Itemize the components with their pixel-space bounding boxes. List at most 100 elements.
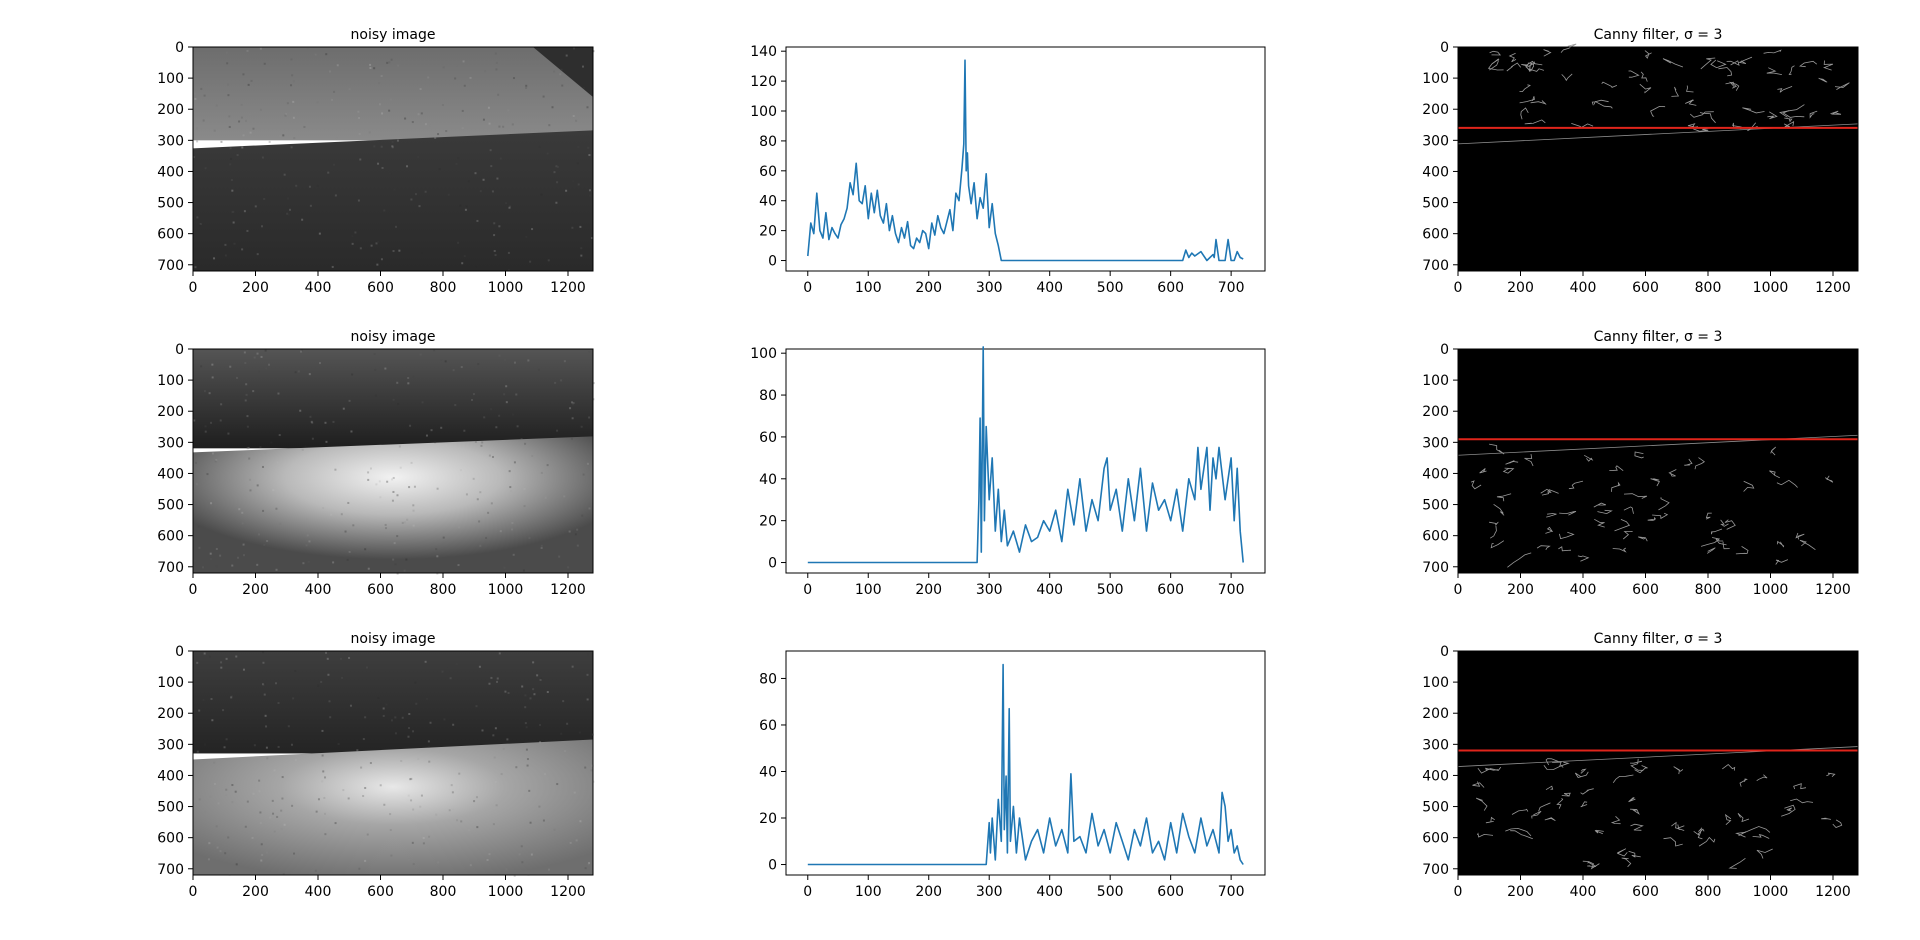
panel-1-1: 0 200 400 600 800 1000 1200 0 100 200 300 400 500 600… xyxy=(157,27,595,296)
panel-1-1-ytick-label: 400 xyxy=(157,164,184,180)
panel-1-1-xtick-label: 1200 xyxy=(550,280,586,296)
panel-3-2-xtick-label: 500 xyxy=(1097,884,1124,900)
panel-2-3-ytick-label: 600 xyxy=(1422,529,1449,545)
panel-2-2-series-line xyxy=(807,346,1244,564)
panel-1-3-xtick-label: 800 xyxy=(1695,280,1722,296)
panel-1-2-xtick-label: 400 xyxy=(1036,280,1063,296)
panel-1-3-xtick-label: 600 xyxy=(1632,280,1659,296)
panel-2-1-ytick-label: 500 xyxy=(157,498,184,514)
panel-2-1-xtick-label: 400 xyxy=(305,582,332,598)
panel-1-2-ytick-label: 60 xyxy=(759,164,777,180)
panel-3-1-xtick-label: 1000 xyxy=(488,884,524,900)
panel-3-3-xtick-label: 200 xyxy=(1507,884,1534,900)
panel-2-3-ytick-label: 100 xyxy=(1422,373,1449,389)
panel-1-2-xtick-label: 500 xyxy=(1097,280,1124,296)
panel-1-3-ytick-label: 300 xyxy=(1422,133,1449,149)
panel-3-1-xtick-label: 600 xyxy=(367,884,394,900)
panel-3-3-xtick-label: 600 xyxy=(1632,884,1659,900)
panel-2-3-xtick-label: 400 xyxy=(1570,582,1597,598)
panel-1-1-ytick-label: 0 xyxy=(175,40,184,56)
panel-3-1-ytick-label: 500 xyxy=(157,800,184,816)
panel-2-1-ytick-label: 400 xyxy=(157,466,184,482)
panel-2-2-ytick-label: 20 xyxy=(759,514,777,530)
panel-1-1-ytick-label: 300 xyxy=(157,133,184,149)
panel-1-1-ytick-label: 500 xyxy=(157,196,184,212)
panel-1-1-ytick-label: 700 xyxy=(157,258,184,274)
panel-3-2-xtick-label: 200 xyxy=(915,884,942,900)
panel-1-3-ytick-label: 100 xyxy=(1422,71,1449,87)
panel-3-3-title: Canny filter, σ = 3 xyxy=(1594,631,1723,647)
panel-1-3-xtick-label: 0 xyxy=(1454,280,1463,296)
panel-3-2-xtick-label: 100 xyxy=(855,884,882,900)
panel-2-3-xtick-label: 600 xyxy=(1632,582,1659,598)
panel-3-3-xtick-label: 1000 xyxy=(1753,884,1789,900)
panel-1-1-xtick-label: 1000 xyxy=(488,280,524,296)
panel-2-1-xtick-label: 200 xyxy=(242,582,269,598)
panel-2-2-xtick-label: 700 xyxy=(1218,582,1245,598)
panel-1-2: 0 100 200 300 400 500 600 700 0 20 40 60 80 100 120 140 xyxy=(750,44,1266,296)
panel-3-3-xtick-label: 800 xyxy=(1695,884,1722,900)
panel-2-2-ytick-label: 80 xyxy=(759,388,777,404)
panel-3-3-ytick-label: 0 xyxy=(1440,644,1449,660)
panel-3-3-xtick-label: 0 xyxy=(1454,884,1463,900)
panel-2-3-title: Canny filter, σ = 3 xyxy=(1594,329,1723,345)
panel-2-2-xtick-label: 300 xyxy=(976,582,1003,598)
panel-3-3-ytick-label: 400 xyxy=(1422,768,1449,784)
canny-edge-image xyxy=(1457,651,1859,875)
panel-1-2-xtick-label: 200 xyxy=(915,280,942,296)
panel-3-2-ytick-label: 80 xyxy=(759,671,777,687)
panel-3-1-xtick-label: 1200 xyxy=(550,884,586,900)
panel-3-3-ytick-label: 100 xyxy=(1422,675,1449,691)
panel-1-1-title: noisy image xyxy=(351,27,436,43)
panel-3-1: 0 200 400 600 800 1000 1200 0 100 200 300 400 500 600… xyxy=(157,631,595,900)
panel-3-2-ytick-label: 0 xyxy=(768,858,777,874)
panel-1-1-xtick-label: 600 xyxy=(367,280,394,296)
panel-1-1-xtick-label: 400 xyxy=(305,280,332,296)
panel-1-3-xtick-label: 200 xyxy=(1507,280,1534,296)
panel-1-2-ytick-label: 100 xyxy=(750,104,777,120)
panel-3-2-xtick-label: 400 xyxy=(1036,884,1063,900)
panel-3-1-ytick-label: 700 xyxy=(157,862,184,878)
panel-2-2-frame xyxy=(785,348,1266,574)
panel-2-1-ytick-label: 300 xyxy=(157,435,184,451)
panel-3-1-xtick-label: 0 xyxy=(189,884,198,900)
panel-3-2-xtick-label: 700 xyxy=(1218,884,1245,900)
panel-1-2-xtick-label: 700 xyxy=(1218,280,1245,296)
panel-1-1-ytick-label: 600 xyxy=(157,227,184,243)
panel-3-2-xtick-label: 0 xyxy=(803,884,812,900)
panel-1-3-ytick-label: 400 xyxy=(1422,164,1449,180)
panel-2-3-xtick-label: 0 xyxy=(1454,582,1463,598)
panel-3-3: 0 200 400 600 800 1000 1200 0 100 200 300 400 500 600… xyxy=(1422,631,1859,900)
panel-2-3-xtick-label: 1200 xyxy=(1815,582,1851,598)
noisy-image xyxy=(193,651,595,877)
panel-3-2-xtick-label: 600 xyxy=(1157,884,1184,900)
panel-1-2-xtick-label: 0 xyxy=(803,280,812,296)
panel-1-2-frame xyxy=(785,46,1266,272)
panel-2-1-xtick-label: 600 xyxy=(367,582,394,598)
panel-1-1-xtick-label: 800 xyxy=(430,280,457,296)
panel-1-1-ytick-label: 100 xyxy=(157,71,184,87)
panel-3-2-series-line xyxy=(807,663,1244,866)
panel-1-3-ytick-label: 700 xyxy=(1422,258,1449,274)
panel-2-3-xtick-label: 200 xyxy=(1507,582,1534,598)
panel-2-3-ytick-label: 700 xyxy=(1422,560,1449,576)
panel-3-3-ytick-label: 500 xyxy=(1422,800,1449,816)
panel-1-3-title: Canny filter, σ = 3 xyxy=(1594,27,1723,43)
panel-2-2-xtick-label: 600 xyxy=(1157,582,1184,598)
panel-1-3-xtick-label: 1200 xyxy=(1815,280,1851,296)
panel-1-2-ytick-label: 120 xyxy=(750,74,777,90)
panel-2-2-xtick-label: 400 xyxy=(1036,582,1063,598)
panel-3-1-ytick-label: 200 xyxy=(157,706,184,722)
panel-3-3-ytick-label: 600 xyxy=(1422,831,1449,847)
panel-1-2-xtick-label: 600 xyxy=(1157,280,1184,296)
panel-1-2-xtick-label: 100 xyxy=(855,280,882,296)
panel-2-3: 0 200 400 600 800 1000 1200 0 100 200 300 400 500 600… xyxy=(1422,329,1859,598)
panel-1-3-xtick-label: 400 xyxy=(1570,280,1597,296)
panel-3-2: 0 100 200 300 400 500 600 700 0 20 40 60 80 xyxy=(759,650,1266,900)
panel-3-3-xtick-label: 1200 xyxy=(1815,884,1851,900)
canny-edge-image xyxy=(1457,349,1859,573)
panel-1-2-xtick-label: 300 xyxy=(976,280,1003,296)
panel-1-3: 0 200 400 600 800 1000 1200 0 100 200 300 400 500 600… xyxy=(1422,27,1859,296)
panel-1-3-frame xyxy=(1457,46,1859,272)
panel-2-2-xtick-label: 100 xyxy=(855,582,882,598)
